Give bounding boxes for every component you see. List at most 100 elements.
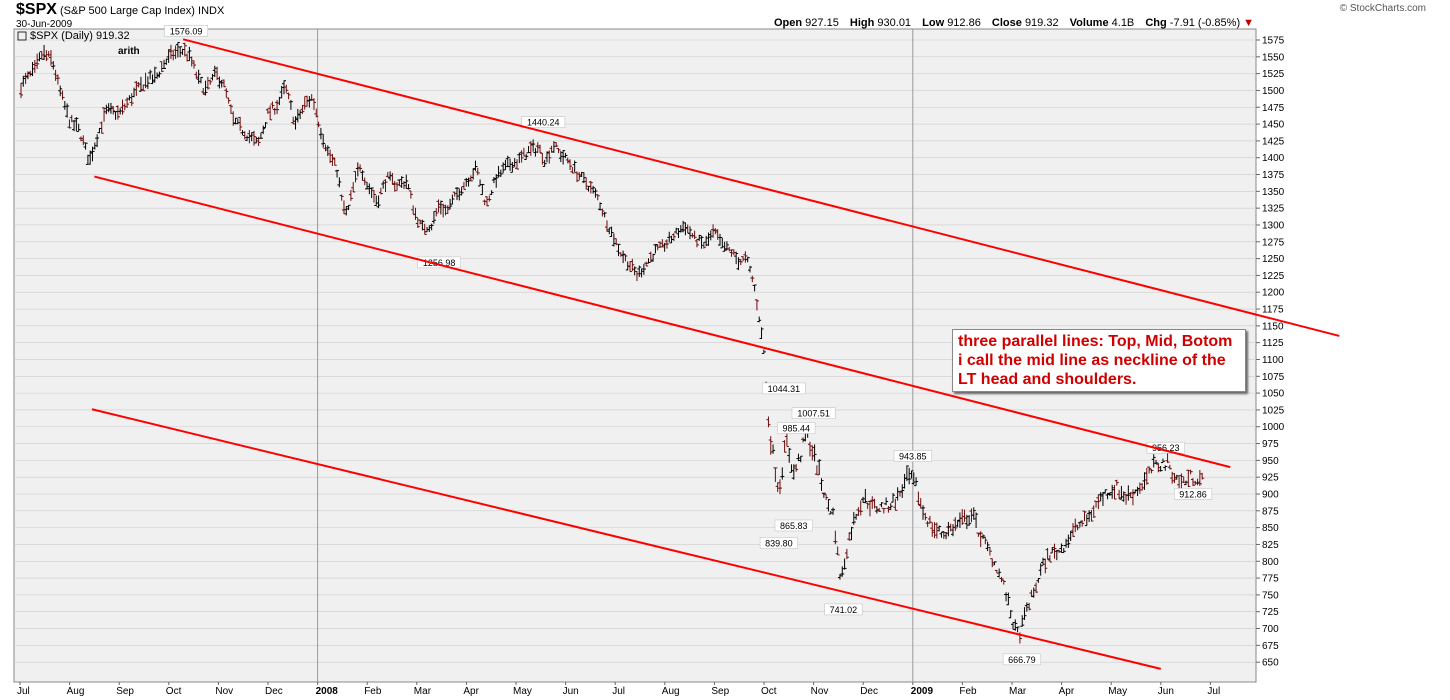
price-label: 956.23 (1152, 443, 1180, 453)
x-tick-label: Feb (364, 686, 382, 697)
y-tick-label: 1350 (1262, 187, 1285, 198)
y-tick-label: 1575 (1262, 36, 1285, 47)
y-tick-label: 925 (1262, 473, 1279, 484)
y-tick-label: 1275 (1262, 237, 1285, 248)
chg-value: -7.91 (-0.85%) (1169, 17, 1241, 29)
y-tick-label: 850 (1262, 523, 1279, 534)
x-tick-label: May (1108, 686, 1127, 697)
volume-value: 4.1B (1111, 17, 1135, 29)
x-tick-label: Jul (1207, 686, 1220, 697)
price-label-box (759, 537, 798, 549)
x-tick-label: Feb (959, 686, 977, 697)
y-tick-label: 750 (1262, 590, 1279, 601)
index-name: (S&P 500 Large Cap Index) INDX (60, 5, 224, 17)
annotation-line: LT head and shoulders. (958, 371, 1137, 388)
price-label-box (1173, 488, 1213, 500)
y-tick-label: 1025 (1262, 405, 1285, 416)
y-tick-label: 900 (1262, 490, 1279, 501)
grid-group: 650 675 700 725 750 775 800 825 850 875 900 925 950 9… (14, 29, 1285, 697)
x-tick-label: Jun (563, 686, 579, 697)
y-tick-label: 1150 (1262, 321, 1284, 332)
open-label: Open (773, 17, 803, 29)
y-tick-label: 1125 (1262, 338, 1284, 349)
price-label-box (417, 256, 461, 269)
x-tick-label: Apr (463, 686, 479, 697)
y-tick-label: 1250 (1262, 254, 1285, 265)
price-label-box (777, 422, 816, 434)
y-tick-label: 650 (1262, 658, 1279, 669)
chart-date: 30-Jun-2009 (16, 19, 73, 30)
y-tick-label: 1200 (1262, 288, 1285, 299)
down-arrow-icon: ▼ (1243, 17, 1254, 29)
price-label: 666.79 (1008, 655, 1036, 665)
y-tick-label: 1500 (1262, 86, 1285, 97)
exchange-label: INDX (198, 5, 225, 17)
price-label: 1044.31 (768, 384, 801, 394)
x-tick-label: Dec (860, 686, 878, 697)
price-label: 943.85 (899, 452, 927, 462)
trendline-top (182, 38, 1340, 337)
x-tick-label: Sep (116, 686, 134, 697)
x-tick-label: Aug (67, 686, 85, 697)
legend-bar-icon (17, 31, 27, 41)
price-label: 865.83 (780, 521, 808, 531)
low-value: 912.86 (947, 17, 981, 29)
x-tick-label: Jul (612, 686, 625, 697)
price-label-box (761, 382, 806, 395)
x-tick-label: Nov (811, 686, 829, 697)
x-tick-label: Mar (1009, 686, 1027, 697)
y-tick-label: 1075 (1262, 372, 1285, 383)
close-value: 919.32 (1024, 17, 1059, 29)
y-tick-label: 1300 (1262, 220, 1285, 231)
price-label-box (1146, 441, 1185, 454)
y-tick-label: 1525 (1262, 69, 1285, 80)
x-tick-label: Jun (1158, 686, 1174, 697)
y-tick-label: 1100 (1262, 355, 1284, 366)
x-tick-label: Jul (17, 686, 30, 697)
y-tick-label: 1375 (1262, 170, 1285, 181)
y-tick-label: 700 (1262, 624, 1279, 635)
price-label: 741.02 (830, 605, 858, 615)
x-tick-label: May (513, 686, 532, 697)
y-tick-label: 1550 (1262, 52, 1285, 63)
x-tick-label: Dec (265, 686, 283, 697)
price-label: 1440.24 (527, 118, 560, 128)
y-tick-label: 950 (1262, 456, 1279, 467)
x-tick-label: Mar (414, 686, 432, 697)
high-label: High (849, 17, 875, 29)
open-value: 927.15 (805, 17, 839, 29)
trendline-mid (94, 175, 1231, 469)
y-tick-label: 800 (1262, 557, 1279, 568)
price-labels: 1576.09 1256.98 1440.24 1044.31 985.44 1007.5… (164, 25, 1213, 666)
volume-label: Volume (1069, 17, 1109, 29)
price-label-box (893, 450, 932, 462)
x-tick-label: Aug (662, 686, 680, 697)
quote-summary: Open 927.15 High 930.01 Low 912.86 Close… (766, 17, 1254, 29)
y-tick-label: 675 (1262, 641, 1279, 652)
annotation-line: i call the mid line as neckline of the (958, 352, 1226, 369)
price-label-box (1002, 653, 1041, 666)
y-tick-label: 975 (1262, 439, 1279, 450)
symbol-title: $SPX (16, 1, 57, 18)
x-tick-label: Oct (761, 686, 777, 697)
x-tick-label: 2009 (911, 686, 934, 697)
price-label-box (164, 25, 209, 37)
y-tick-label: 1450 (1262, 120, 1285, 131)
ohlc-bars (18, 41, 1205, 644)
price-label: 1256.98 (423, 258, 456, 268)
annotation-box: three parallel lines: Top, Mid, Botom i … (952, 329, 1246, 392)
legend-text: $SPX (Daily) 919.32 (30, 30, 130, 42)
y-tick-label: 1050 (1262, 389, 1285, 400)
x-tick-label: Sep (711, 686, 729, 697)
trendline-bottom (91, 408, 1162, 670)
x-tick-label: Nov (215, 686, 233, 697)
y-tick-label: 1325 (1262, 204, 1285, 215)
chg-label: Chg (1145, 17, 1167, 29)
price-label: 839.80 (765, 538, 793, 548)
brand-label: © StockCharts.com (1339, 3, 1426, 14)
price-label: 1576.09 (170, 26, 203, 36)
index-fullname: (S&P 500 Large Cap Index) (60, 5, 195, 17)
chart-legend: $SPX (Daily) 919.32 arith (17, 30, 140, 57)
high-value: 930.01 (877, 17, 912, 29)
close-label: Close (991, 17, 1022, 29)
